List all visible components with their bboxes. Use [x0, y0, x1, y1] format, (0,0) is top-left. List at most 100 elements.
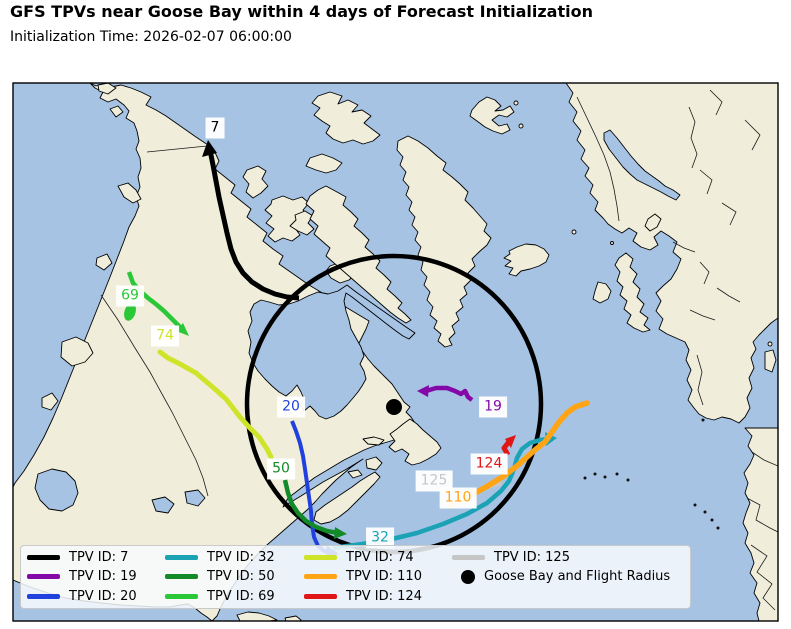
legend-item-124: TPV ID: 124 — [304, 587, 452, 606]
island-ak2 — [109, 105, 124, 118]
land-greenland — [396, 135, 492, 348]
land-denmark — [644, 213, 662, 232]
legend-swatch-50 — [165, 574, 198, 580]
initialization-time: Initialization Time: 2026-02-07 06:00:00 — [10, 29, 292, 45]
track-124-arrowhead — [505, 435, 516, 448]
legend-swatch-124 — [304, 593, 337, 599]
islet — [767, 341, 773, 347]
legend-label: TPV ID: 124 — [346, 588, 422, 604]
track-50-arrowhead — [334, 527, 347, 539]
great-lake-2 — [184, 489, 206, 507]
land-svalbard — [469, 96, 515, 135]
map-frame — [12, 82, 779, 622]
track-7-arrowhead — [202, 140, 217, 157]
legend: TPV ID: 7 TPV ID: 19 TPV ID: 20 TPV ID: … — [20, 545, 691, 609]
legend-swatch-125 — [452, 555, 485, 561]
border-lines — [100, 89, 778, 611]
track-label-19: 19 — [479, 396, 507, 418]
goose-bay-legend-dot-icon — [461, 569, 475, 584]
legend-label: TPV ID: 32 — [207, 550, 275, 566]
legend-item-goose-bay: Goose Bay and Flight Radius — [452, 567, 690, 586]
legend-label: TPV ID: 125 — [494, 550, 570, 566]
island-banks — [242, 165, 269, 199]
legend-swatch-19 — [27, 574, 60, 580]
island-devon — [305, 153, 343, 174]
label7-leader-line — [146, 145, 208, 153]
legend-swatch-110 — [304, 574, 337, 580]
legend-item-50: TPV ID: 50 — [165, 567, 304, 586]
legend-label: Goose Bay and Flight Radius — [484, 569, 671, 585]
legend-item-125: TPV ID: 125 — [452, 548, 690, 567]
track-32 — [332, 436, 549, 551]
legend-label: TPV ID: 7 — [69, 550, 129, 566]
island-bc2 — [41, 392, 59, 411]
islet — [518, 123, 524, 129]
land-africa — [742, 427, 778, 621]
islet — [513, 100, 519, 106]
legend-swatch-7 — [27, 555, 60, 561]
island-vancouver — [60, 336, 94, 367]
legend-label: TPV ID: 50 — [207, 569, 275, 585]
goose-bay-marker — [386, 399, 402, 415]
legend-item-110: TPV ID: 110 — [304, 567, 452, 586]
land-pei — [347, 469, 363, 479]
land-cape-breton — [365, 456, 383, 471]
legend-label: TPV ID: 69 — [207, 588, 275, 604]
land-newfoundland — [388, 418, 442, 466]
legend-swatch-32 — [165, 555, 198, 561]
legend-swatch-74 — [304, 555, 337, 561]
track-7 — [207, 149, 300, 301]
legend-item-19: TPV ID: 19 — [27, 567, 165, 586]
legend-swatch-20 — [27, 593, 60, 599]
atlantic-islet-dots — [583, 418, 720, 530]
track-19 — [425, 385, 474, 402]
land-sardinia — [764, 349, 777, 373]
track-110 — [447, 400, 590, 509]
island-somerset — [289, 210, 315, 236]
track-label-32: 32 — [366, 527, 394, 549]
track-label-74: 74 — [151, 325, 179, 347]
land-anticosti — [362, 436, 385, 446]
island-haida — [117, 182, 142, 204]
water-group — [34, 129, 681, 514]
track-69-arrowhead — [176, 323, 189, 336]
land-nova-scotia — [313, 471, 381, 525]
track-19-arrowhead — [417, 385, 429, 397]
track-label-20: 20 — [277, 396, 305, 418]
land-cuba — [236, 611, 278, 621]
legend-swatch-69 — [165, 593, 198, 599]
legend-item-20: TPV ID: 20 — [27, 587, 165, 606]
island-victoria — [264, 195, 311, 243]
legend-label: TPV ID: 19 — [69, 569, 137, 585]
land-iceland — [503, 243, 550, 277]
track-label-7: 7 — [205, 117, 225, 139]
land-group — [13, 83, 778, 621]
track-label-50: 50 — [267, 458, 295, 480]
land-ireland — [592, 281, 612, 304]
track-50 — [282, 479, 339, 536]
land-north-america — [13, 83, 420, 621]
track-label-125: 125 — [415, 470, 453, 492]
islet — [610, 241, 614, 245]
track-label-69: 69 — [116, 285, 144, 307]
legend-item-69: TPV ID: 69 — [165, 587, 304, 606]
land-britain — [614, 252, 651, 333]
legend-item-7: TPV ID: 7 — [27, 548, 165, 567]
great-lake-1 — [151, 496, 175, 514]
baltic-sea — [603, 129, 681, 201]
island-ellesmere — [311, 91, 381, 145]
island-baffin — [305, 185, 412, 324]
legend-item-74: TPV ID: 74 — [304, 548, 452, 567]
island-bc1 — [95, 253, 113, 271]
track-label-124: 124 — [470, 453, 508, 475]
legend-label: TPV ID: 20 — [69, 588, 137, 604]
track-74 — [157, 349, 274, 460]
islet — [571, 229, 577, 235]
track-69-blob — [124, 303, 136, 321]
legend-item-32: TPV ID: 32 — [165, 548, 304, 567]
page-title: GFS TPVs near Goose Bay within 4 days of… — [10, 2, 593, 21]
land-europe — [565, 83, 778, 424]
lake-winnipeg — [34, 468, 79, 512]
